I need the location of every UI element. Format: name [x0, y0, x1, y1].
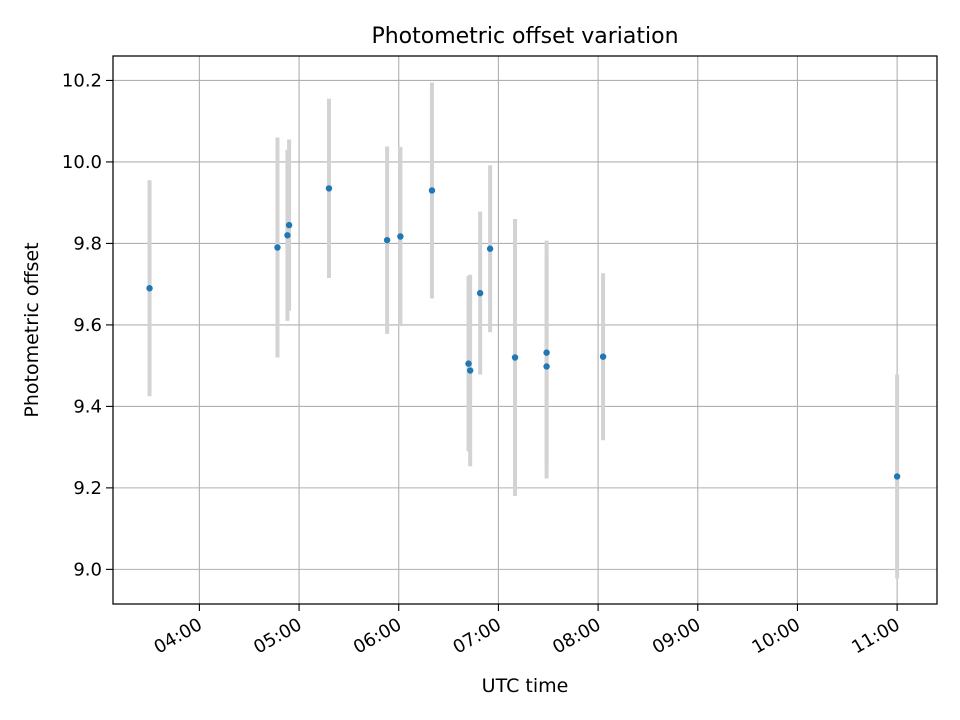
data-point: [428, 187, 436, 194]
x-tick-label: 11:00: [848, 614, 903, 658]
data-point: [543, 349, 550, 356]
x-tick-label: 05:00: [250, 614, 305, 658]
point-layer: [146, 185, 901, 480]
x-tick-label: 07:00: [449, 614, 504, 658]
data-point: [284, 232, 291, 239]
data-point: [465, 360, 472, 367]
y-tick-label: 9.6: [73, 315, 102, 336]
data-point: [599, 353, 607, 360]
data-point: [146, 285, 153, 292]
x-tick-label: 04:00: [150, 614, 205, 658]
y-tick-label: 9.2: [73, 478, 102, 499]
data-point: [325, 185, 333, 192]
data-point: [893, 473, 901, 480]
y-tick-label: 9.4: [73, 396, 102, 417]
data-point: [511, 354, 519, 361]
data-point: [543, 363, 550, 370]
data-point: [274, 244, 281, 251]
x-axis-ticks: 04:00 05:00 06:00 07:00 08:00 09:00 10:00 11:00: [150, 604, 904, 658]
x-tick-label: 06:00: [350, 614, 405, 658]
data-point: [466, 367, 474, 374]
y-axis-ticks: 9.0 9.2 9.4 9.6 9.8 10.0 10.2: [62, 70, 113, 580]
y-tick-label: 9.0: [73, 559, 102, 580]
chart-title: Photometric offset variation: [371, 24, 678, 49]
data-point: [476, 289, 484, 297]
data-point: [397, 233, 404, 240]
y-tick-label: 10.2: [62, 70, 102, 91]
x-tick-label: 10:00: [749, 614, 804, 658]
plot-area-frame: [112, 55, 938, 605]
y-tick-label: 10.0: [62, 152, 102, 173]
y-axis-label: Photometric offset: [21, 242, 43, 417]
data-point: [383, 236, 391, 244]
x-tick-label: 09:00: [649, 614, 704, 658]
grid-layer: [113, 56, 937, 604]
errorbar-layer: [147, 82, 900, 579]
data-point: [285, 221, 293, 229]
x-tick-label: 08:00: [549, 614, 604, 658]
data-point: [486, 245, 494, 252]
x-axis-label: UTC time: [482, 675, 569, 697]
y-tick-label: 9.8: [73, 233, 102, 254]
